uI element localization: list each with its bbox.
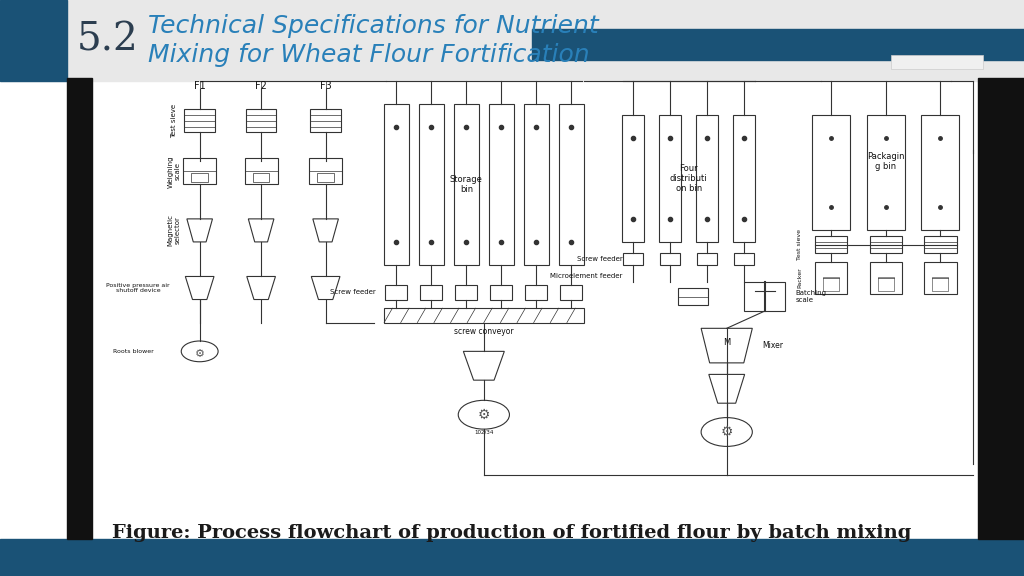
Bar: [420, 285, 442, 300]
Bar: [559, 104, 584, 265]
Circle shape: [701, 418, 753, 446]
Bar: [454, 104, 478, 265]
Bar: [823, 276, 840, 291]
Bar: [815, 262, 848, 294]
Polygon shape: [709, 374, 744, 403]
Polygon shape: [313, 219, 338, 242]
Polygon shape: [186, 219, 213, 242]
Bar: [532, 29, 1024, 60]
Bar: [0, 539, 1024, 576]
Bar: [246, 109, 276, 132]
Text: Packagin
g bin: Packagin g bin: [867, 151, 904, 171]
Bar: [253, 173, 269, 182]
Circle shape: [458, 400, 510, 429]
Bar: [67, 78, 92, 539]
Bar: [924, 236, 956, 253]
Text: Storage
bin: Storage bin: [450, 175, 482, 194]
Bar: [866, 115, 905, 230]
Text: ⚙: ⚙: [195, 349, 205, 359]
Bar: [384, 308, 584, 323]
Bar: [623, 253, 643, 265]
Bar: [734, 253, 755, 265]
Text: Mixer: Mixer: [763, 341, 783, 350]
Text: F2: F2: [255, 81, 267, 92]
Bar: [456, 285, 477, 300]
Text: Positive pressure air
shutoff device: Positive pressure air shutoff device: [106, 283, 170, 293]
Text: Technical Specifications for Nutrient: Technical Specifications for Nutrient: [148, 14, 599, 38]
Text: M: M: [723, 338, 730, 347]
Bar: [696, 115, 719, 242]
Text: Microelement feeder: Microelement feeder: [550, 274, 623, 279]
Text: Weighing
scale: Weighing scale: [168, 155, 180, 188]
Polygon shape: [701, 328, 753, 363]
Text: F1: F1: [194, 81, 206, 92]
Bar: [697, 253, 717, 265]
Bar: [869, 236, 902, 253]
Text: 102/34: 102/34: [474, 430, 494, 434]
Bar: [622, 115, 644, 242]
Bar: [0, 0, 67, 81]
Text: Magnetic
selector: Magnetic selector: [168, 214, 180, 247]
Bar: [878, 276, 894, 291]
Bar: [660, 253, 680, 265]
Bar: [678, 288, 709, 305]
Bar: [419, 104, 443, 265]
Text: Mixing for Wheat Flour Fortification: Mixing for Wheat Flour Fortification: [148, 43, 590, 67]
Bar: [869, 262, 902, 294]
Bar: [922, 115, 959, 230]
Text: Screw feeder: Screw feeder: [330, 289, 376, 295]
Text: Test sieve: Test sieve: [797, 229, 802, 260]
Bar: [744, 282, 785, 311]
Text: ⚙: ⚙: [721, 425, 733, 439]
Text: F3: F3: [319, 81, 332, 92]
Polygon shape: [248, 219, 274, 242]
Bar: [0, 0, 1024, 81]
Polygon shape: [247, 276, 275, 300]
Text: 5.2: 5.2: [77, 22, 138, 59]
Bar: [924, 262, 956, 294]
Text: Screw feeder: Screw feeder: [577, 256, 623, 262]
Text: ⚙: ⚙: [477, 408, 490, 422]
Text: S 中% ◎ ♦ 目 凸 ▲ 目: S 中% ◎ ♦ 目 凸 ▲ 目: [901, 59, 963, 65]
Bar: [733, 115, 756, 242]
Bar: [317, 173, 334, 182]
Bar: [385, 285, 408, 300]
Bar: [659, 115, 681, 242]
Bar: [560, 285, 583, 300]
Bar: [245, 158, 278, 184]
Bar: [490, 285, 512, 300]
Polygon shape: [463, 351, 504, 380]
Bar: [184, 109, 215, 132]
Bar: [310, 109, 341, 132]
Text: Batching
scale: Batching scale: [796, 290, 826, 303]
Text: screw conveyor: screw conveyor: [454, 327, 514, 336]
Bar: [932, 276, 948, 291]
Bar: [191, 173, 208, 182]
Bar: [384, 104, 409, 265]
Bar: [525, 285, 548, 300]
Bar: [812, 115, 850, 230]
Bar: [815, 236, 848, 253]
Bar: [183, 158, 216, 184]
Polygon shape: [185, 276, 214, 300]
Circle shape: [181, 341, 218, 362]
Bar: [524, 104, 549, 265]
Text: Figure: Process flowchart of production of fortified flour by batch mixing: Figure: Process flowchart of production …: [113, 524, 911, 542]
Polygon shape: [311, 276, 340, 300]
Text: Test sieve: Test sieve: [171, 104, 177, 138]
Bar: [891, 55, 983, 69]
Text: Packer: Packer: [797, 267, 802, 289]
Text: Four
distributi
on bin: Four distributi on bin: [670, 164, 708, 194]
Bar: [978, 78, 1024, 539]
Text: Roots blower: Roots blower: [113, 349, 154, 354]
Bar: [489, 104, 514, 265]
Bar: [309, 158, 342, 184]
